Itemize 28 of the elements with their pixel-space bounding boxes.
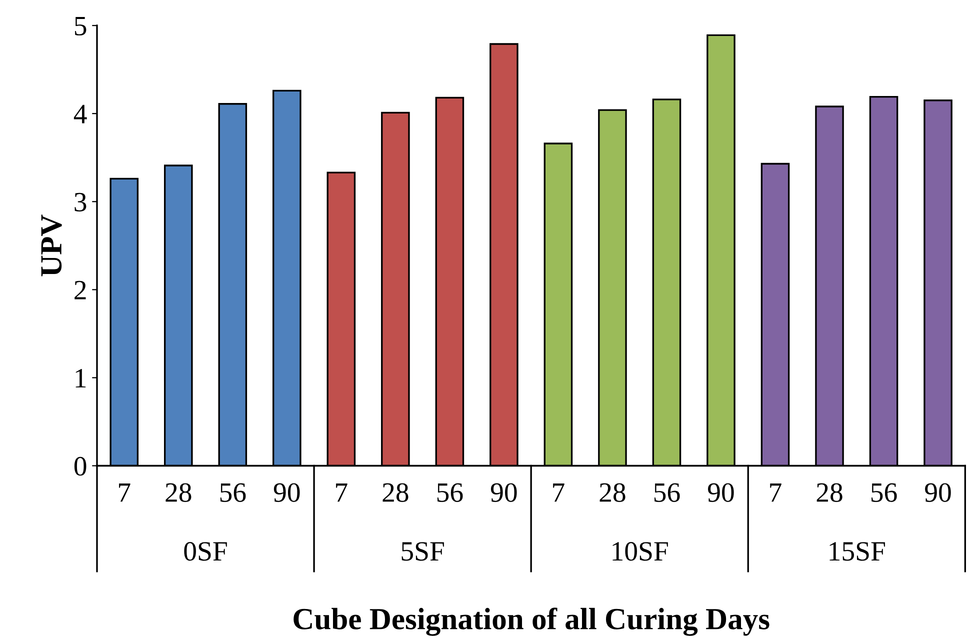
text: 10SF: [612, 542, 668, 561]
x-tick-label: 28: [382, 483, 408, 502]
x-tick-label: 28: [166, 483, 192, 502]
y-tick-label: 4: [74, 104, 87, 124]
x-tick-label: 90: [925, 483, 951, 502]
y-tick-label: 2: [74, 280, 86, 300]
y-tick-label: 3: [74, 192, 86, 212]
y-tick-label: 5: [75, 16, 86, 36]
x-axis-title: Cube Designation of all Curing Days: [294, 608, 770, 636]
y-tick-label: 0: [74, 456, 86, 476]
x-tick-label: 7: [336, 483, 348, 502]
text: 0SF: [184, 542, 227, 561]
x-tick-label: 56: [871, 483, 897, 502]
x-tick-label: 7: [119, 483, 130, 502]
x-tick-label: 28: [816, 483, 842, 502]
y-tick-label: 1: [76, 368, 86, 388]
x-tick-label: 7: [553, 483, 564, 502]
text: 15SF: [830, 542, 885, 561]
text: 5SF: [402, 542, 444, 561]
y-axis-title: UPV: [41, 214, 62, 276]
x-tick-label: 28: [600, 483, 626, 502]
x-tick-label: 90: [708, 483, 734, 502]
x-tick-label: 7: [770, 483, 782, 502]
x-tick-label: 90: [274, 483, 300, 502]
x-tick-label: 90: [490, 483, 517, 502]
x-tick-label: 56: [437, 483, 463, 502]
x-tick-label: 56: [220, 483, 246, 502]
x-tick-label: 56: [654, 483, 680, 502]
